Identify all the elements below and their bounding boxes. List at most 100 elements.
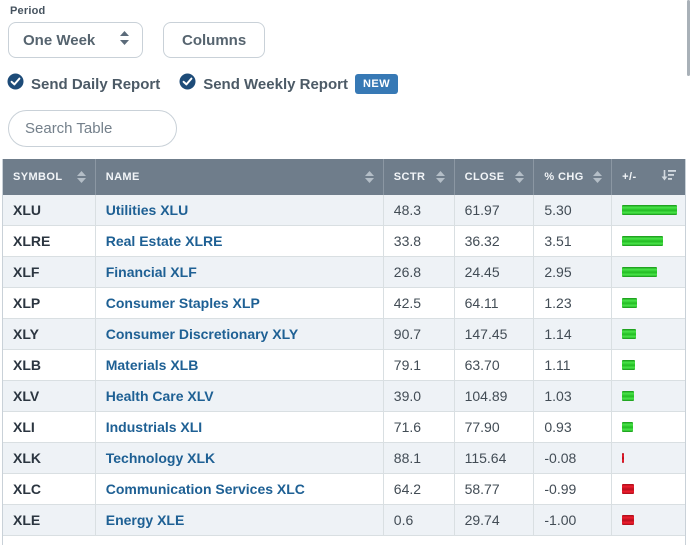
symbol-cell-text: XLF <box>13 264 40 280</box>
pct-chg-cell: -1.00 <box>534 505 613 535</box>
check-circle-icon <box>7 73 24 95</box>
sector-name-link[interactable]: Technology XLK <box>105 450 216 466</box>
close-cell: 63.70 <box>455 350 535 380</box>
change-bar-cell <box>612 319 685 349</box>
sctr-cell: 0.6 <box>384 505 455 535</box>
positive-change-bar <box>622 422 634 432</box>
change-bar-cell <box>612 381 685 411</box>
close-cell: 29.74 <box>455 505 535 535</box>
column-header-label: SYMBOL <box>13 171 63 183</box>
sctr-cell-text: 88.1 <box>393 450 422 466</box>
table-row: XLI Industrials XLI 71.6 77.90 0.93 <box>3 412 685 443</box>
change-bar-cell <box>612 195 685 225</box>
close-cell-text: 36.32 <box>464 233 500 249</box>
close-cell-text: 115.64 <box>464 450 507 466</box>
pct-chg-cell-text: 1.23 <box>544 295 572 311</box>
name-cell: Materials XLB <box>96 350 384 380</box>
sctr-cell: 26.8 <box>384 257 455 287</box>
column-header-pct_chg[interactable]: % CHG <box>534 159 613 195</box>
table-row: XLP Consumer Staples XLP 42.5 64.11 1.23 <box>3 288 685 319</box>
sctr-cell-text: 0.6 <box>393 512 414 528</box>
positive-change-bar <box>622 267 657 277</box>
pct-chg-cell-text: -1.00 <box>544 512 577 528</box>
close-cell-text: 104.89 <box>464 388 508 404</box>
pct-chg-cell: 1.23 <box>534 288 613 318</box>
check-circle-icon <box>179 73 196 95</box>
column-header-sctr[interactable]: SCTR <box>384 159 455 195</box>
symbol-cell-text: XLP <box>13 295 41 311</box>
send-daily-label: Send Daily Report <box>31 75 161 93</box>
sctr-cell-text: 33.8 <box>393 233 422 249</box>
sector-name-link[interactable]: Financial XLF <box>105 264 197 280</box>
symbol-cell: XLE <box>3 505 96 535</box>
negative-change-bar <box>622 515 634 525</box>
symbol-cell-text: XLRE <box>13 233 51 249</box>
sctr-cell-text: 48.3 <box>393 202 422 218</box>
close-cell: 61.97 <box>455 195 535 225</box>
positive-change-bar <box>622 236 664 246</box>
sctr-cell-text: 79.1 <box>393 357 422 373</box>
pct-chg-cell-text: 2.95 <box>544 264 572 280</box>
close-cell: 104.89 <box>455 381 535 411</box>
change-bar-cell <box>612 412 685 442</box>
sctr-cell-text: 71.6 <box>393 419 422 435</box>
column-header-symbol[interactable]: SYMBOL <box>3 159 96 195</box>
sector-name-link[interactable]: Utilities XLU <box>105 202 189 218</box>
pct-chg-cell-text: 5.30 <box>544 202 572 218</box>
column-header-name[interactable]: NAME <box>96 159 384 195</box>
symbol-cell-text: XLU <box>13 202 41 218</box>
sort-arrows-icon <box>364 171 374 183</box>
column-header-bar[interactable]: +/- <box>612 159 685 195</box>
sector-summary-table: SYMBOL NAME SCTR CLOSE % CHG +/- XLU Utilities… <box>2 159 686 545</box>
pct-chg-cell-text: 1.03 <box>544 388 572 404</box>
sector-name-link[interactable]: Real Estate XLRE <box>105 233 223 249</box>
symbol-cell: XLI <box>3 412 96 442</box>
close-cell: 24.45 <box>455 257 535 287</box>
sctr-cell: 42.5 <box>384 288 455 318</box>
send-daily-checkbox[interactable]: Send Daily Report <box>7 73 160 95</box>
name-cell: Financial XLF <box>96 257 384 287</box>
sector-name-link[interactable]: Energy XLE <box>105 512 185 528</box>
column-header-label: NAME <box>105 171 140 183</box>
close-cell-text: 63.70 <box>464 357 500 373</box>
symbol-cell-text: XLB <box>13 357 41 373</box>
table-row: XLY Consumer Discretionary XLY 90.7 147.45 1… <box>3 319 685 350</box>
symbol-cell-text: XLK <box>13 450 41 466</box>
symbol-cell: XLF <box>3 257 96 287</box>
sector-name-link[interactable]: Industrials XLI <box>105 419 203 435</box>
columns-button[interactable]: Columns <box>163 22 266 58</box>
symbol-cell-text: XLC <box>13 481 41 497</box>
change-bar-cell <box>612 350 685 380</box>
close-cell: 147.45 <box>455 319 535 349</box>
send-weekly-checkbox[interactable]: Send Weekly Report <box>179 73 348 95</box>
name-cell: Health Care XLV <box>96 381 384 411</box>
sector-name-link[interactable]: Materials XLB <box>105 357 199 373</box>
column-header-close[interactable]: CLOSE <box>455 159 535 195</box>
sector-name-link[interactable]: Consumer Staples XLP <box>105 295 260 311</box>
search-input[interactable] <box>8 110 177 147</box>
positive-change-bar <box>622 298 637 308</box>
pct-chg-cell: 0.93 <box>534 412 613 442</box>
sector-name-link[interactable]: Health Care XLV <box>105 388 214 404</box>
sctr-cell-text: 90.7 <box>393 326 422 342</box>
pct-chg-cell-text: 1.14 <box>544 326 572 342</box>
table-header-row: SYMBOL NAME SCTR CLOSE % CHG +/- <box>3 159 685 195</box>
table-body: XLU Utilities XLU 48.3 61.97 5.30 XLRE Real Es… <box>3 195 685 536</box>
table-row: XLK Technology XLK 88.1 115.64 -0.08 <box>3 443 685 474</box>
sector-name-link[interactable]: Communication Services XLC <box>105 481 305 497</box>
change-bar-cell <box>612 257 685 287</box>
sctr-cell-text: 26.8 <box>393 264 422 280</box>
pct-chg-cell: 3.51 <box>534 226 613 256</box>
close-cell: 77.90 <box>455 412 535 442</box>
name-cell: Industrials XLI <box>96 412 384 442</box>
scrollbar-thumb[interactable] <box>687 0 690 76</box>
negative-change-bar <box>622 453 625 463</box>
close-cell: 58.77 <box>455 474 535 504</box>
period-select[interactable]: One Week <box>8 22 143 58</box>
sector-name-link[interactable]: Consumer Discretionary XLY <box>105 326 299 342</box>
table-row: XLV Health Care XLV 39.0 104.89 1.03 <box>3 381 685 412</box>
pct-chg-cell: 1.11 <box>534 350 613 380</box>
name-cell: Energy XLE <box>96 505 384 535</box>
pct-chg-cell-text: -0.08 <box>544 450 577 466</box>
positive-change-bar <box>622 391 635 401</box>
